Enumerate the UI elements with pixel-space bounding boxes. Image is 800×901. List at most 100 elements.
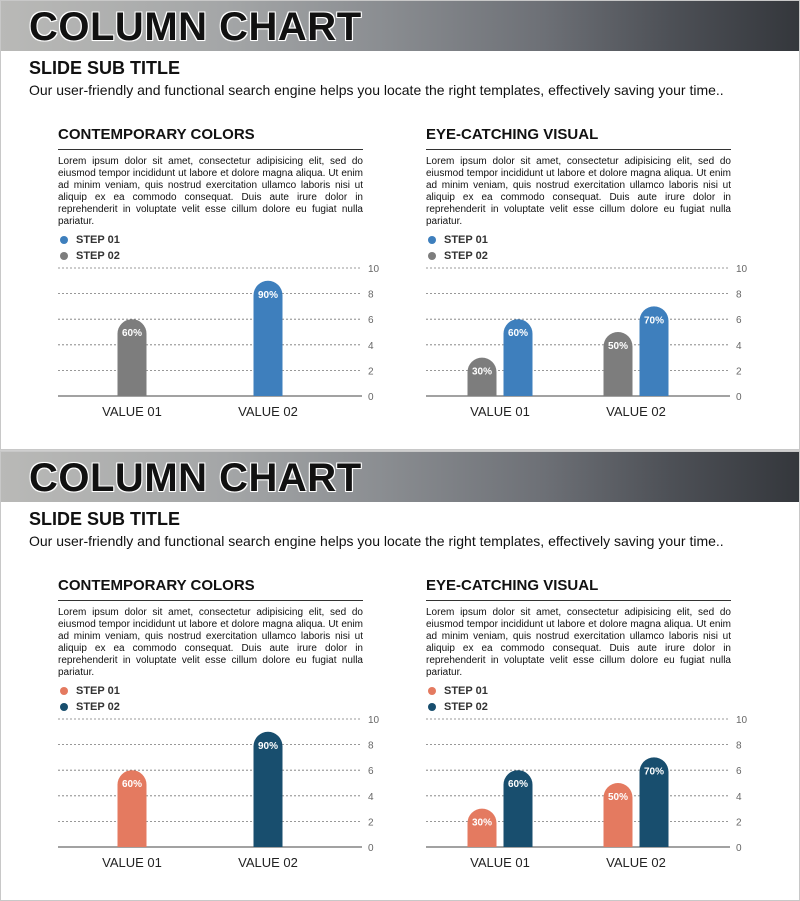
legend-dot-icon bbox=[60, 703, 68, 711]
legend-item-step-01: STEP 01 bbox=[426, 683, 488, 699]
x-tick-label: VALUE 02 bbox=[606, 404, 666, 419]
y-tick-label: 2 bbox=[736, 817, 742, 828]
panel-body-text: Lorem ipsum dolor sit amet, consectetur … bbox=[426, 607, 731, 678]
bar-value-label: 70% bbox=[644, 315, 664, 326]
legend-label: STEP 02 bbox=[76, 701, 120, 713]
x-tick-label: VALUE 02 bbox=[606, 855, 666, 870]
y-tick-label: 0 bbox=[368, 392, 374, 403]
legend-dot-icon bbox=[428, 687, 436, 695]
legend-item-step-02: STEP 02 bbox=[58, 699, 120, 715]
x-tick-label: VALUE 01 bbox=[470, 404, 530, 419]
bar-value-label: 50% bbox=[608, 341, 628, 352]
bar-value-label: 60% bbox=[122, 328, 142, 339]
y-tick-label: 6 bbox=[736, 315, 742, 326]
bar bbox=[639, 757, 669, 847]
title-banner bbox=[1, 1, 799, 51]
y-tick-label: 10 bbox=[368, 715, 380, 726]
y-tick-label: 10 bbox=[368, 264, 380, 275]
legend-item-step-01: STEP 01 bbox=[58, 683, 120, 699]
bar bbox=[603, 332, 633, 396]
y-tick-label: 8 bbox=[736, 741, 742, 752]
bar bbox=[467, 357, 497, 396]
panel-body-text: Lorem ipsum dolor sit amet, consectetur … bbox=[58, 607, 363, 678]
legend-label: STEP 02 bbox=[444, 250, 488, 262]
y-tick-label: 8 bbox=[368, 290, 374, 301]
y-tick-label: 0 bbox=[736, 843, 742, 854]
slide-intro: Our user-friendly and functional search … bbox=[29, 533, 724, 549]
chart-legend: STEP 01 STEP 02 bbox=[426, 683, 488, 715]
panel-body-text: Lorem ipsum dolor sit amet, consectetur … bbox=[426, 156, 731, 227]
column-chart: 0 2 4 6 8 10 VALUE 01 VALUE 02 30% 50% 60% 70% bbox=[426, 715, 748, 870]
legend-dot-icon bbox=[60, 252, 68, 260]
column-chart: 0 2 4 6 8 10 VALUE 01 VALUE 02 30% 50% 60% 70% bbox=[426, 264, 748, 419]
bar bbox=[603, 783, 633, 847]
bar bbox=[253, 280, 283, 396]
bar bbox=[639, 306, 669, 396]
y-tick-label: 0 bbox=[736, 392, 742, 403]
bar-value-label: 60% bbox=[122, 779, 142, 790]
bar bbox=[467, 808, 497, 847]
chart-legend: STEP 01 STEP 02 bbox=[58, 232, 120, 264]
legend-dot-icon bbox=[60, 687, 68, 695]
legend-item-step-02: STEP 02 bbox=[426, 699, 488, 715]
column-chart: 0 2 4 6 8 10 VALUE 01 VALUE 02 60% 90% bbox=[58, 264, 380, 419]
legend-dot-icon bbox=[428, 252, 436, 260]
slide-subtitle: SLIDE SUB TITLE bbox=[29, 509, 181, 529]
y-tick-label: 10 bbox=[736, 715, 748, 726]
legend-label: STEP 01 bbox=[76, 685, 120, 697]
y-tick-label: 8 bbox=[368, 741, 374, 752]
bar-value-label: 90% bbox=[258, 290, 278, 301]
panel-heading: EYE-CATCHING VISUAL bbox=[426, 125, 731, 150]
bar bbox=[117, 319, 147, 396]
y-tick-label: 6 bbox=[736, 766, 742, 777]
bar bbox=[253, 731, 283, 847]
x-tick-label: VALUE 02 bbox=[238, 404, 298, 419]
legend-item-step-02: STEP 02 bbox=[426, 248, 488, 264]
slide-1: COLUMN CHART SLIDE SUB TITLE Our user-fr… bbox=[0, 0, 800, 450]
y-tick-label: 4 bbox=[736, 341, 742, 352]
bar bbox=[117, 770, 147, 847]
panel-contemporary-colors: CONTEMPORARY COLORS Lorem ipsum dolor si… bbox=[58, 125, 380, 425]
panel-heading: EYE-CATCHING VISUAL bbox=[426, 576, 731, 601]
x-tick-label: VALUE 01 bbox=[102, 404, 162, 419]
panel-body-text: Lorem ipsum dolor sit amet, consectetur … bbox=[58, 156, 363, 227]
chart-legend: STEP 01 STEP 02 bbox=[58, 683, 120, 715]
bar bbox=[503, 770, 533, 847]
legend-label: STEP 02 bbox=[76, 250, 120, 262]
y-tick-label: 4 bbox=[736, 792, 742, 803]
y-tick-label: 0 bbox=[368, 843, 374, 854]
y-tick-label: 2 bbox=[368, 366, 374, 377]
legend-dot-icon bbox=[428, 236, 436, 244]
panel-eye-catching-visual: EYE-CATCHING VISUAL Lorem ipsum dolor si… bbox=[426, 125, 748, 425]
y-tick-label: 6 bbox=[368, 315, 374, 326]
slide-intro: Our user-friendly and functional search … bbox=[29, 82, 724, 98]
bar-value-label: 70% bbox=[644, 766, 664, 777]
y-tick-label: 2 bbox=[736, 366, 742, 377]
legend-item-step-01: STEP 01 bbox=[58, 232, 120, 248]
bar-value-label: 50% bbox=[608, 792, 628, 803]
y-tick-label: 10 bbox=[736, 264, 748, 275]
legend-dot-icon bbox=[60, 236, 68, 244]
legend-item-step-02: STEP 02 bbox=[58, 248, 120, 264]
slide-subtitle: SLIDE SUB TITLE bbox=[29, 58, 181, 78]
y-tick-label: 6 bbox=[368, 766, 374, 777]
y-tick-label: 4 bbox=[368, 341, 374, 352]
title-banner bbox=[1, 452, 799, 502]
x-tick-label: VALUE 01 bbox=[102, 855, 162, 870]
y-tick-label: 4 bbox=[368, 792, 374, 803]
bar-value-label: 60% bbox=[508, 779, 528, 790]
panel-heading: CONTEMPORARY COLORS bbox=[58, 125, 363, 150]
column-chart: 0 2 4 6 8 10 VALUE 01 VALUE 02 60% 90% bbox=[58, 715, 380, 870]
panel-eye-catching-visual: EYE-CATCHING VISUAL Lorem ipsum dolor si… bbox=[426, 576, 748, 876]
bar bbox=[503, 319, 533, 396]
bar-value-label: 30% bbox=[472, 367, 492, 378]
bar-value-label: 60% bbox=[508, 328, 528, 339]
slide-title: COLUMN CHART bbox=[29, 5, 362, 49]
legend-label: STEP 01 bbox=[444, 685, 488, 697]
bar-value-label: 30% bbox=[472, 818, 492, 829]
legend-label: STEP 01 bbox=[444, 234, 488, 246]
bar-value-label: 90% bbox=[258, 741, 278, 752]
y-tick-label: 2 bbox=[368, 817, 374, 828]
legend-label: STEP 02 bbox=[444, 701, 488, 713]
slide-2: COLUMN CHART SLIDE SUB TITLE Our user-fr… bbox=[0, 451, 800, 901]
